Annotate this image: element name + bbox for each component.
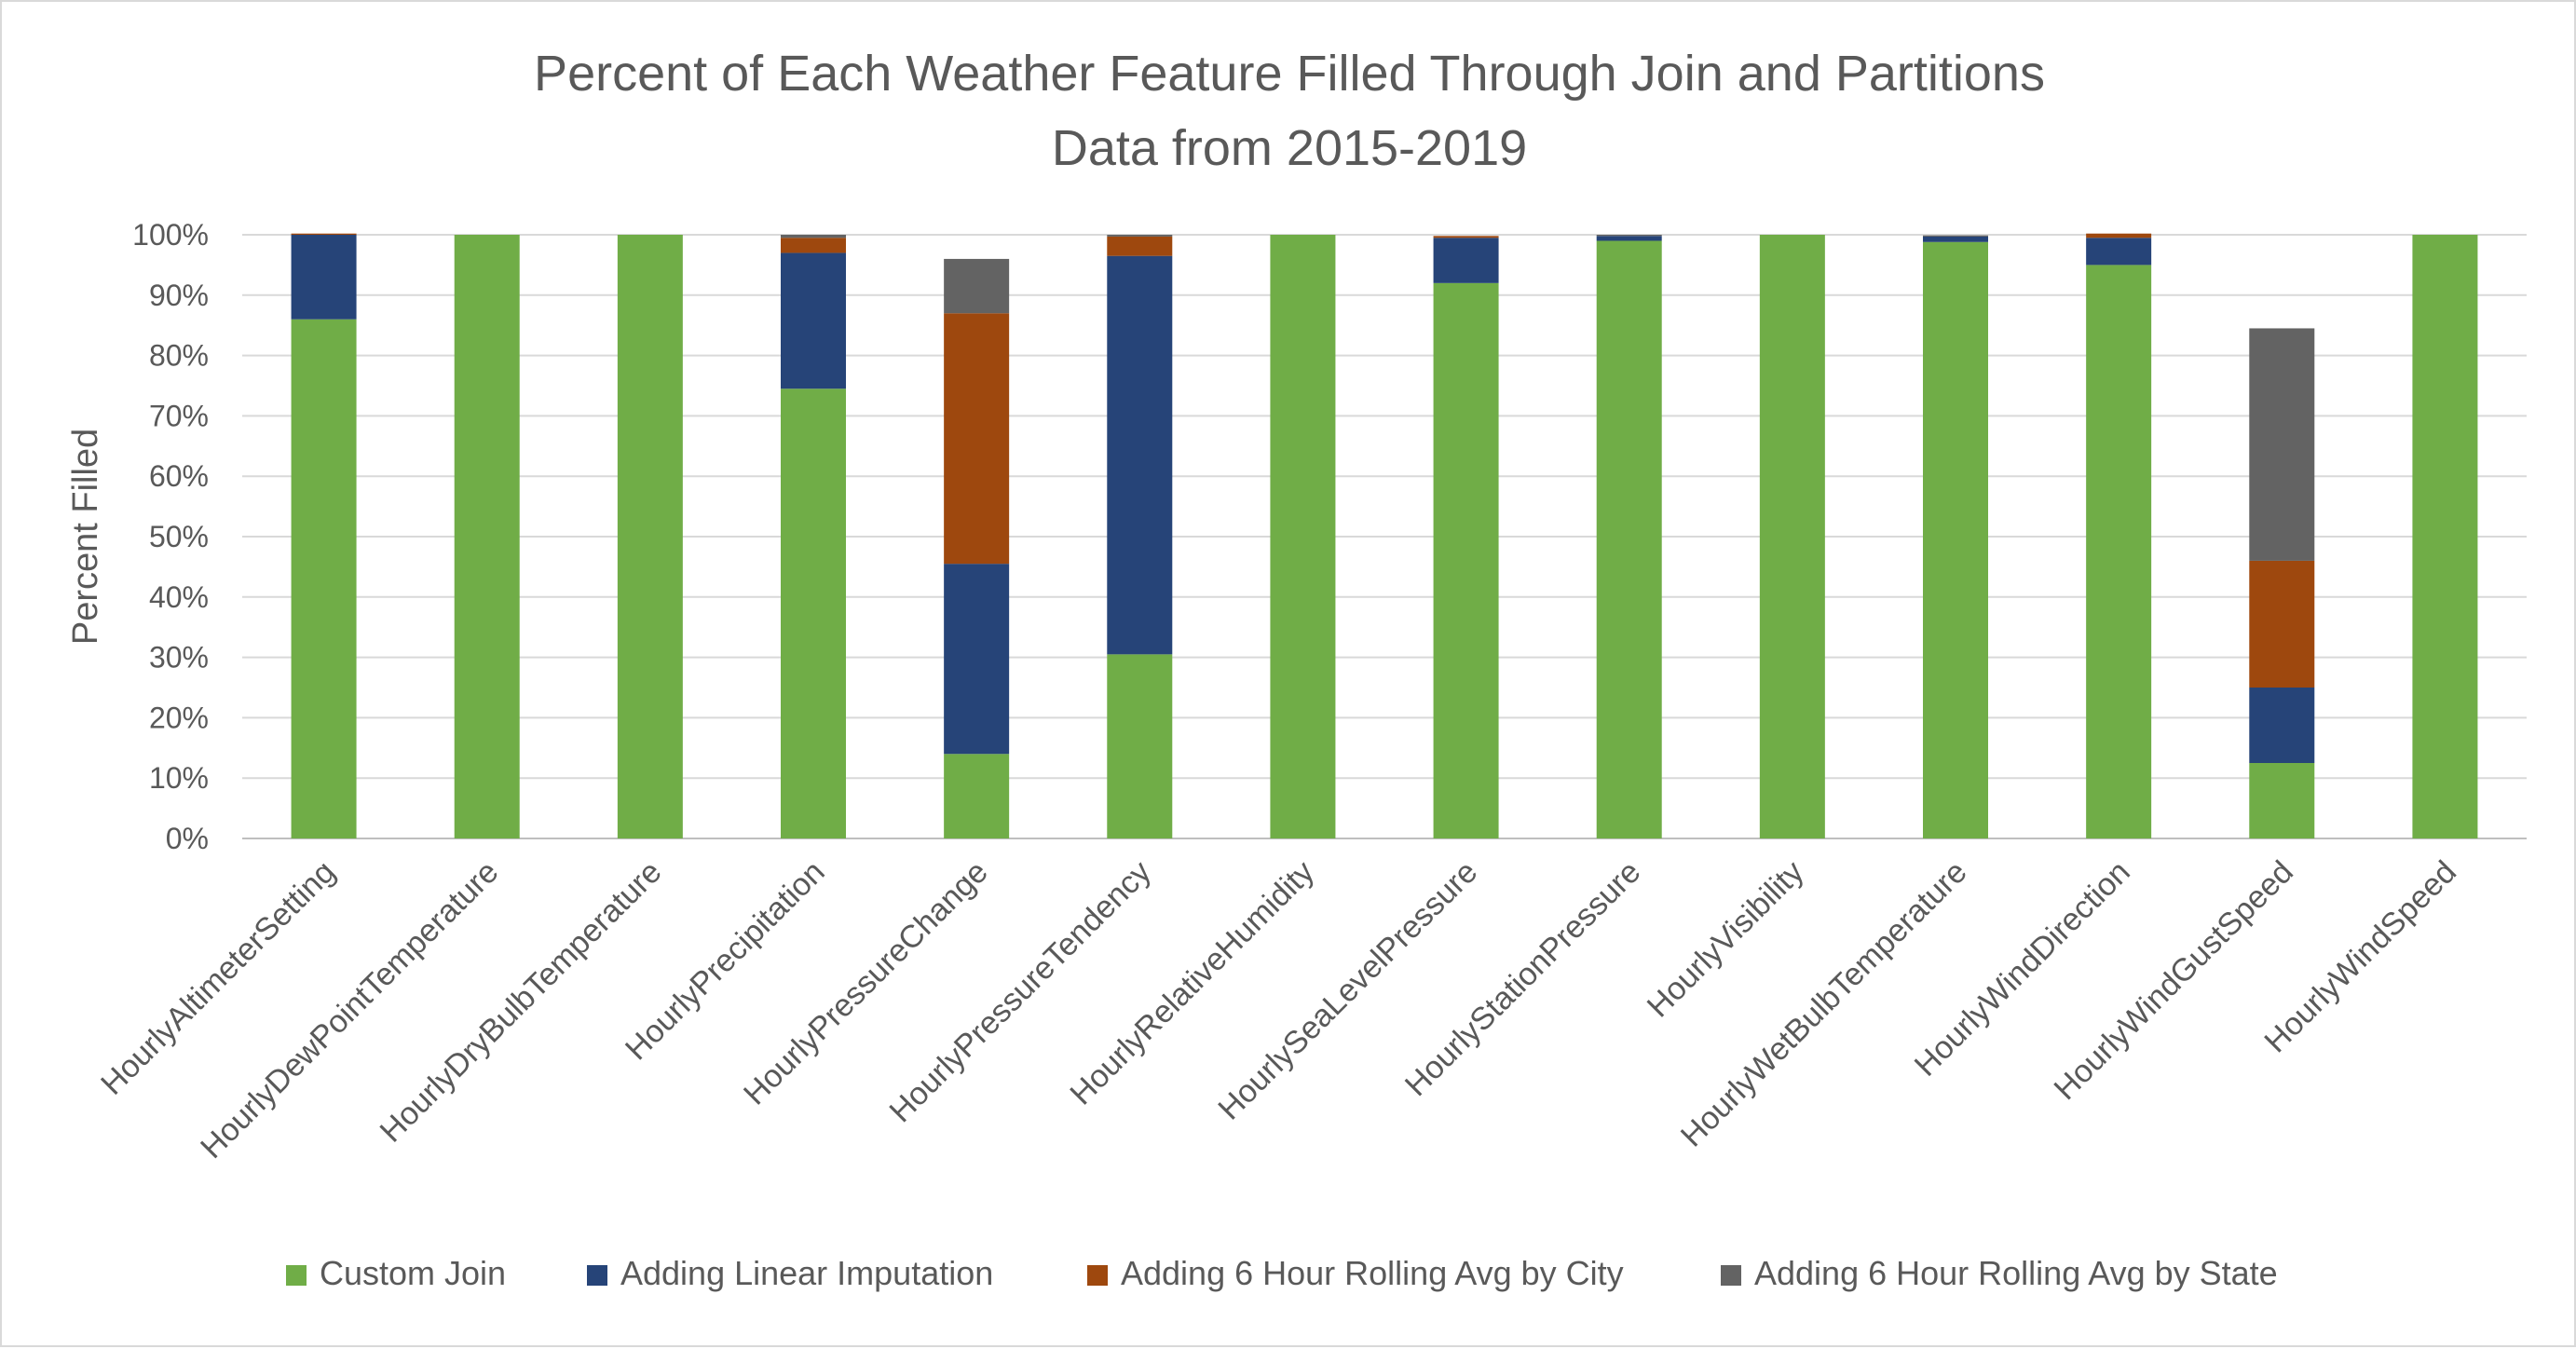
y-tick-label: 90% (149, 279, 209, 312)
x-tick-label: HourlyDewPointTemperature (194, 854, 505, 1165)
legend-swatch (1721, 1265, 1741, 1286)
bar-segment (2086, 233, 2152, 238)
bar-segment (1923, 236, 1988, 242)
y-tick-label: 40% (149, 580, 209, 614)
x-tick-label: HourlyPressureTendency (882, 854, 1157, 1129)
legend-swatch (1087, 1265, 1108, 1286)
y-tick-label: 0% (166, 822, 209, 855)
bar-segment (1596, 240, 1662, 839)
y-tick-label: 100% (132, 218, 209, 252)
y-tick-label: 10% (149, 761, 209, 795)
bar-segment (944, 313, 1010, 565)
bar-segment (781, 252, 846, 389)
bars (291, 233, 2478, 839)
bar-segment (1107, 255, 1173, 655)
bar-segment (1433, 236, 1499, 238)
x-axis-ticks: HourlyAltimeterSettingHourlyDewPointTemp… (94, 854, 2463, 1165)
bar-segment (944, 754, 1010, 838)
chart-title: Percent of Each Weather Feature Filled T… (534, 46, 2045, 102)
bar-segment (617, 235, 683, 838)
bar-segment (2249, 560, 2315, 688)
y-tick-label: 70% (149, 399, 209, 432)
y-tick-label: 30% (149, 641, 209, 674)
bar-segment (2086, 238, 2152, 266)
bar-segment (2249, 328, 2315, 561)
bar-segment (1270, 235, 1336, 838)
bar-segment (1923, 235, 1988, 237)
bar-segment (291, 235, 357, 320)
legend-label: Adding Linear Imputation (620, 1254, 993, 1292)
bar-segment (1433, 238, 1499, 283)
x-tick-label: HourlySeaLevelPressure (1211, 854, 1484, 1127)
bar-segment (781, 235, 846, 238)
bar-segment (291, 233, 357, 235)
x-tick-label: HourlyDryBulbTemperature (374, 854, 669, 1150)
legend-label: Adding 6 Hour Rolling Avg by State (1754, 1254, 2278, 1292)
bar-segment (1596, 235, 1662, 237)
bar-segment (781, 388, 846, 838)
bar-segment (2412, 235, 2478, 838)
legend: Custom Join Adding Linear Imputation Addin… (286, 1254, 2278, 1292)
bar-segment (1923, 241, 1988, 838)
bar-segment (2086, 265, 2152, 838)
bar-segment (1759, 235, 1825, 838)
y-tick-label: 80% (149, 339, 209, 373)
chart-subtitle: Data from 2015-2019 (1052, 120, 1527, 176)
bar-segment (1433, 282, 1499, 839)
bar-segment (944, 564, 1010, 755)
x-tick-label: HourlyVisibility (1641, 854, 1811, 1025)
gridlines (242, 234, 2527, 839)
legend-label: Custom Join (320, 1254, 506, 1292)
bar-segment (454, 235, 520, 838)
legend-swatch (587, 1265, 607, 1286)
legend-swatch (286, 1265, 307, 1286)
bar-segment (944, 258, 1010, 314)
bar-segment (1107, 236, 1173, 256)
bar-segment (2249, 688, 2315, 763)
bar-segment (781, 238, 846, 253)
y-axis-ticks: 0% 10% 20% 30% 40% 50% 60% 70% 80% 90% 100% (132, 218, 209, 855)
bar-segment (291, 319, 357, 839)
bar-segment (1596, 236, 1662, 241)
y-tick-label: 20% (149, 701, 209, 734)
y-axis-title: Percent Filled (66, 429, 105, 645)
bar-segment (2249, 763, 2315, 838)
legend-label: Adding 6 Hour Rolling Avg by City (1121, 1254, 1624, 1292)
y-tick-label: 50% (149, 520, 209, 553)
bar-segment (1107, 654, 1173, 838)
x-tick-label: HourlyWetBulbTemperature (1674, 854, 1974, 1154)
bar-segment (1107, 235, 1173, 237)
y-tick-label: 60% (149, 459, 209, 493)
